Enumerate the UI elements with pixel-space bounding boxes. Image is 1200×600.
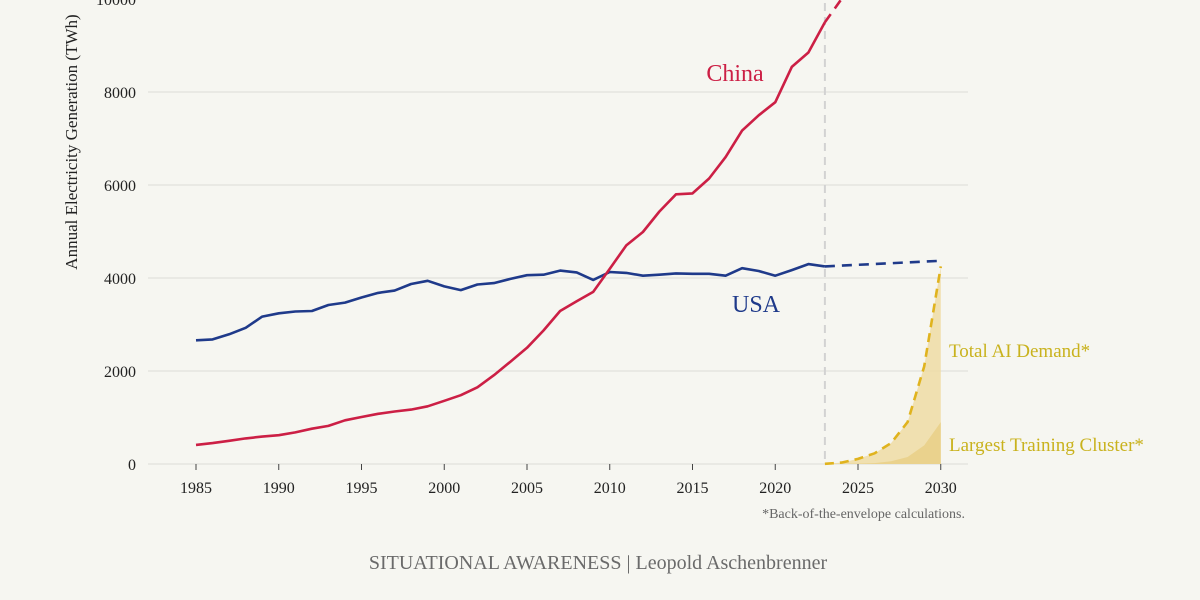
y-tick-label-8000: 8000: [104, 85, 136, 102]
total-ai-demand-line: [824, 266, 943, 466]
largest-training-cluster-area: [824, 422, 941, 464]
x-tick-label-1995: 1995: [346, 480, 378, 497]
x-tick-label-2015: 2015: [677, 480, 709, 497]
x-tick-labels: 1985 1990 1995 2000 2005 2010 2015 2020 2025 2030: [180, 464, 957, 497]
y-tick-label-0: 0: [128, 457, 136, 474]
usa-series-label: USA: [732, 292, 781, 318]
x-tick-label-2020: 2020: [759, 480, 791, 497]
x-tick-label-1990: 1990: [263, 480, 295, 497]
china-line: [195, 21, 827, 447]
series-lines: [195, 0, 943, 466]
footnote: *Back-of-the-envelope calculations.: [762, 507, 965, 522]
total-ai-demand-label: Total AI Demand*: [949, 341, 1090, 362]
x-tick-label-1985: 1985: [180, 480, 212, 497]
total-ai-demand-area: [824, 266, 941, 464]
largest-training-cluster-label: Largest Training Cluster*: [949, 435, 1144, 456]
y-tick-label-6000: 6000: [104, 178, 136, 195]
usa-line: [195, 262, 826, 342]
china-projection-line: [823, 0, 843, 24]
x-tick-label-2025: 2025: [842, 480, 874, 497]
y-tick-label-2000: 2000: [104, 364, 136, 381]
x-tick-label-2000: 2000: [428, 480, 460, 497]
china-series-label: China: [706, 61, 764, 87]
x-tick-label-2010: 2010: [594, 480, 626, 497]
ai-demand-areas: [824, 266, 941, 464]
x-tick-label-2005: 2005: [511, 480, 543, 497]
y-tick-labels: 0 2000 4000 6000 8000 10000: [96, 0, 136, 474]
credit-line: SITUATIONAL AWARENESS | Leopold Aschenbr…: [369, 552, 828, 574]
usa-projection-line: [824, 259, 941, 268]
y-tick-label-4000: 4000: [104, 271, 136, 288]
y-axis-title: Annual Electricity Generation (TWh): [62, 14, 81, 269]
x-tick-label-2030: 2030: [925, 480, 957, 497]
y-tick-label-10000: 10000: [96, 0, 136, 9]
